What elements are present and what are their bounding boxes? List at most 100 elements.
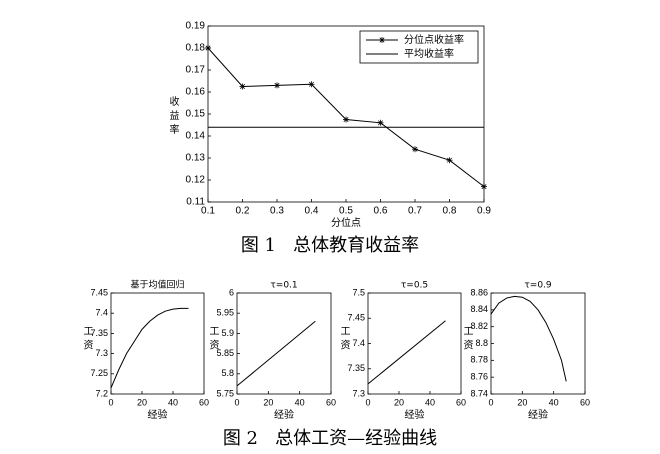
x-tick-label: 40 (168, 397, 178, 407)
x-tick-label: 0.7 (408, 206, 422, 217)
y-tick-label: 8.84 (470, 304, 488, 314)
x-tick-label: 40 (425, 397, 435, 407)
y-tick-label: 0.13 (186, 153, 206, 164)
marker-stroke (412, 146, 418, 152)
x-axis-label: 经验 (528, 408, 548, 421)
y-tick-label: 0.15 (186, 109, 206, 120)
y-tick-label: 7.35 (90, 328, 108, 338)
y-tick-label: 7.5 (352, 287, 365, 297)
x-tick-label: 20 (517, 397, 527, 407)
marker-stroke (481, 184, 487, 190)
y-tick-label: 5.9 (221, 328, 234, 338)
y-axis-label: 工资 (338, 326, 350, 354)
y-tick-label: 8.78 (470, 355, 488, 365)
y-axis-label: 工资 (461, 326, 473, 354)
y-tick-label: 7.25 (90, 368, 108, 378)
marker (412, 146, 418, 153)
x-tick-label: 0 (365, 397, 370, 407)
y-tick-label: 0.17 (186, 65, 206, 76)
plot-frame (236, 292, 332, 395)
legend-label: 分位点收益率 (404, 33, 464, 46)
x-tick-label: 0.6 (374, 206, 388, 217)
marker-stroke (274, 82, 280, 88)
y-tick-label: 7.4 (95, 308, 108, 318)
y-axis-label: 工资 (81, 326, 93, 354)
marker-stroke (240, 84, 245, 89)
y-tick-label: 0.11 (186, 197, 205, 208)
y-tick-label: 0.14 (186, 131, 206, 142)
marker-stroke (309, 81, 314, 87)
plot-frame (490, 292, 586, 395)
marker-stroke (205, 45, 211, 51)
y-tick-label: 8.86 (470, 287, 488, 297)
x-tick-label: 0 (108, 397, 113, 407)
y-tick-label: 7.3 (352, 388, 365, 398)
y-tick-label: 8.76 (470, 372, 488, 382)
marker (343, 116, 349, 123)
x-tick-label: 20 (263, 397, 273, 407)
marker-stroke (378, 120, 383, 126)
marker (308, 81, 315, 88)
x-tick-label: 0 (234, 397, 239, 407)
chart-title: τ=0.1 (270, 281, 297, 291)
y-tick-label: 0.19 (186, 21, 206, 32)
x-tick-label: 0 (488, 397, 493, 407)
y-tick-label: 5.75 (216, 388, 234, 398)
marker-stroke (447, 157, 452, 163)
x-tick-label: 0.4 (305, 206, 319, 217)
legend-marker (379, 37, 385, 43)
y-tick-label: 7.45 (90, 287, 108, 297)
x-tick-label: 0.3 (270, 206, 284, 217)
y-tick-label: 5.95 (216, 308, 234, 318)
y-axis-label: 工资 (207, 326, 219, 354)
y-tick-label: 0.12 (186, 175, 206, 186)
series-line (490, 295, 567, 382)
y-tick-label: 8.8 (475, 338, 488, 348)
marker (274, 82, 280, 89)
x-axis-label: 经验 (148, 408, 168, 421)
y-tick-label: 5.8 (221, 368, 234, 378)
marker (481, 183, 487, 190)
x-tick-label: 60 (456, 397, 466, 407)
y-tick-label: 7.4 (352, 338, 365, 348)
y-tick-label: 7.3 (95, 348, 108, 358)
x-tick-label: 60 (580, 397, 590, 407)
x-tick-label: 60 (326, 397, 336, 407)
plot-frame (110, 292, 205, 395)
y-tick-label: 8.74 (470, 388, 488, 398)
y-tick-label: 7.45 (347, 313, 365, 323)
y-tick-label: 6 (229, 287, 234, 297)
legend-label: 平均收益率 (404, 47, 454, 60)
figure-caption: 图 1 总体教育收益率 (241, 235, 419, 256)
legend-box (359, 30, 479, 64)
chart-title: τ=0.5 (401, 281, 428, 291)
marker (239, 83, 246, 90)
x-axis-label: 经验 (274, 408, 294, 421)
plot-frame (367, 292, 462, 395)
x-tick-label: 20 (137, 397, 147, 407)
y-tick-label: 7.2 (95, 388, 108, 398)
y-axis-label: 收益率 (167, 95, 179, 138)
x-tick-label: 40 (295, 397, 305, 407)
x-tick-label: 0.5 (339, 206, 353, 217)
x-tick-label: 0.1 (201, 206, 215, 217)
series-line (110, 307, 189, 389)
y-tick-label: 0.16 (186, 87, 206, 98)
x-tick-label: 60 (199, 397, 209, 407)
x-tick-label: 0.9 (477, 206, 491, 217)
chart-title: 基于均值回归 (130, 279, 184, 291)
series-line (236, 320, 316, 387)
x-tick-label: 0.8 (443, 206, 457, 217)
marker (377, 119, 384, 126)
marker (446, 157, 453, 164)
marker (205, 45, 211, 51)
y-tick-label: 0.18 (186, 43, 206, 54)
x-axis-label: 分位点 (331, 216, 361, 229)
figure-caption: 图 2 总体工资—经验曲线 (223, 428, 437, 449)
x-axis-label: 经验 (405, 408, 425, 421)
y-tick-label: 7.35 (347, 363, 365, 373)
x-tick-label: 0.2 (236, 206, 250, 217)
series-line (367, 320, 446, 385)
x-tick-label: 20 (394, 397, 404, 407)
